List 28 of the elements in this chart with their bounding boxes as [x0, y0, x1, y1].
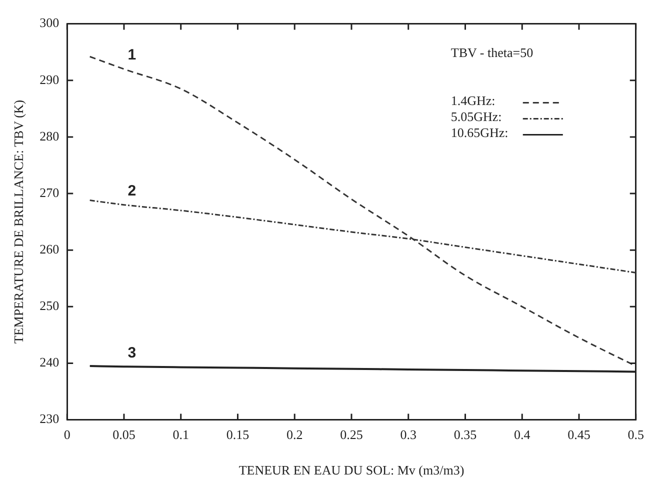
legend-label: 10.65GHz: — [450, 125, 508, 140]
y-tick-label: 300 — [40, 15, 60, 30]
x-tick-label: 0.45 — [568, 427, 590, 442]
x-tick-label: 0.25 — [340, 427, 363, 442]
annotation: 2 — [128, 182, 136, 200]
y-tick-label: 240 — [40, 354, 60, 370]
x-tick-label: 0.05 — [112, 427, 136, 442]
y-tick-label: 280 — [40, 128, 60, 144]
annotation: 3 — [128, 344, 136, 362]
legend-title: TBV - theta=50 — [450, 45, 534, 60]
y-tick-label: 270 — [40, 184, 60, 200]
x-tick-label: 0.35 — [454, 427, 477, 442]
x-tick-label: 0.15 — [226, 427, 250, 442]
x-tick-label: 0.4 — [514, 427, 531, 442]
y-tick-label: 260 — [40, 242, 60, 257]
x-tick-label: 0 — [64, 427, 70, 442]
annotation: 1 — [128, 46, 136, 64]
y-tick-label: 290 — [40, 72, 60, 87]
x-tick-label: 0.3 — [400, 427, 416, 442]
y-tick-label: 230 — [40, 411, 60, 426]
y-axis-title: TEMPERATURE DE BRILLANCE: TBV (K) — [11, 100, 26, 344]
legend-label: 1.4GHz: — [450, 93, 496, 108]
y-tick-label: 250 — [40, 298, 60, 314]
x-tick-label: 0.1 — [172, 427, 189, 442]
legend-label: 5.05GHz: — [450, 109, 502, 124]
x-axis-title: TENEUR EN EAU DU SOL: Mv (m3/m3) — [238, 462, 464, 478]
x-tick-label: 0.2 — [286, 427, 303, 442]
x-tick-label: 0.5 — [628, 427, 644, 442]
